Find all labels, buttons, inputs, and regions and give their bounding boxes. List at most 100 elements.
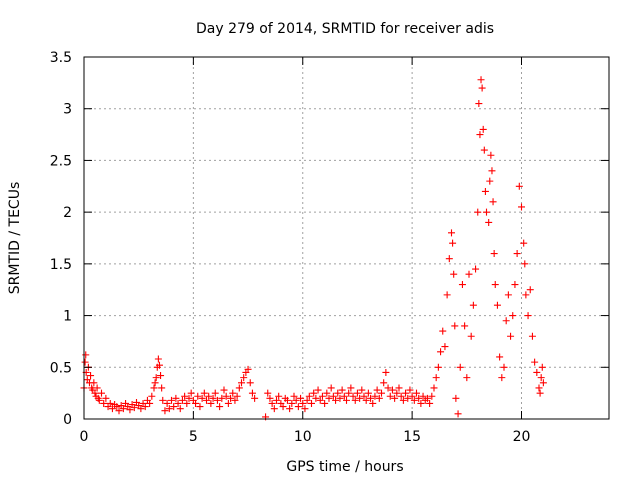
data-point-marker: [126, 406, 134, 414]
data-point-marker: [270, 405, 278, 413]
data-point-marker: [303, 396, 311, 404]
data-point-marker: [419, 392, 427, 400]
data-point-marker: [521, 260, 529, 268]
data-point-marker: [454, 410, 462, 418]
data-point-marker: [388, 386, 396, 394]
data-point-marker: [174, 399, 182, 407]
data-point-marker: [158, 384, 166, 392]
data-point-marker: [336, 394, 344, 402]
data-point-marker: [493, 301, 501, 309]
data-point-marker: [283, 396, 291, 404]
data-point-marker: [294, 403, 302, 411]
data-point-marker: [373, 386, 381, 394]
x-tick-label: 15: [403, 429, 421, 445]
data-point-marker: [98, 389, 105, 397]
data-point-marker: [533, 368, 541, 376]
data-point-marker: [312, 394, 320, 402]
data-point-marker: [358, 386, 366, 394]
y-tick-label: 0.5: [50, 360, 72, 376]
data-point-marker: [452, 394, 460, 402]
data-point-marker: [151, 379, 159, 387]
data-point-marker: [95, 396, 103, 404]
y-tick-label: 2: [63, 205, 72, 221]
data-point-marker: [384, 384, 392, 392]
data-point-marker: [137, 405, 145, 413]
data-point-marker: [198, 394, 206, 402]
data-point-marker: [378, 389, 385, 397]
data-point-marker: [216, 403, 224, 411]
data-point-marker: [251, 394, 259, 402]
data-point-marker: [218, 394, 226, 402]
axis-ticks: 0 5 10 15 20 0 0.5 1 1.5 2 2.5 3 3.5: [50, 50, 609, 445]
data-point-marker: [183, 399, 191, 407]
data-point-marker: [399, 396, 407, 404]
data-point-marker: [513, 250, 521, 258]
x-tick-label: 10: [294, 429, 312, 445]
data-point-marker: [507, 332, 515, 340]
plot-frame: [83, 56, 610, 420]
data-point-marker: [130, 404, 138, 412]
data-point-marker: [205, 392, 213, 400]
data-point-marker: [417, 399, 425, 407]
data-point-marker: [266, 394, 274, 402]
data-point-marker: [82, 351, 90, 359]
y-tick-label: 2.5: [50, 153, 72, 169]
data-point-marker: [463, 374, 471, 382]
y-tick-label: 3: [63, 102, 72, 118]
data-point-marker: [423, 394, 431, 402]
data-point-marker: [340, 392, 348, 400]
data-point-marker: [526, 286, 534, 294]
data-point-marker: [443, 291, 451, 299]
data-point-marker: [244, 365, 252, 373]
data-point-marker: [93, 384, 101, 392]
data-point-marker: [520, 239, 528, 247]
data-point-marker: [323, 389, 331, 397]
data-point-marker: [301, 405, 309, 413]
data-point-marker: [178, 396, 186, 404]
data-point-marker: [426, 399, 434, 407]
data-point-marker: [100, 399, 108, 407]
data-point-marker: [211, 389, 219, 397]
data-point-marker: [349, 392, 357, 400]
data-point-marker: [148, 392, 156, 400]
x-axis-label: GPS time / hours: [286, 459, 403, 475]
data-point-marker: [498, 374, 506, 382]
data-point-marker: [528, 332, 536, 340]
data-point-marker: [345, 389, 353, 397]
data-point-marker: [220, 386, 228, 394]
data-point-marker: [207, 399, 215, 407]
data-point-marker: [380, 379, 388, 387]
data-point-marker: [477, 76, 485, 84]
data-point-marker: [524, 312, 532, 320]
data-point-marker: [487, 151, 495, 159]
data-point-marker: [332, 396, 340, 404]
data-point-marker: [209, 394, 217, 402]
data-point-marker: [318, 392, 326, 400]
data-point-marker: [106, 399, 114, 407]
data-point-marker: [279, 403, 287, 411]
data-point-marker: [87, 372, 95, 380]
data-point-marker: [481, 187, 489, 195]
data-point-marker: [141, 403, 149, 411]
data-point-marker: [187, 389, 195, 397]
data-point-marker: [275, 392, 283, 400]
data-point-marker: [231, 396, 239, 404]
data-point-marker: [288, 399, 296, 407]
data-point-marker: [479, 125, 487, 133]
data-point-marker: [467, 332, 475, 340]
data-point-marker: [448, 229, 455, 237]
data-point-marker: [511, 281, 519, 289]
y-tick-label: 1: [63, 309, 72, 325]
data-point-marker: [395, 384, 403, 392]
data-point-marker: [369, 399, 377, 407]
data-point-marker: [535, 384, 543, 392]
data-point-marker: [404, 394, 412, 402]
data-point-marker: [351, 396, 359, 404]
data-point-marker: [334, 389, 342, 397]
data-point-marker: [165, 405, 173, 413]
data-point-marker: [119, 405, 127, 413]
data-point-marker: [456, 363, 464, 371]
data-point-marker: [316, 396, 324, 404]
data-point-marker: [113, 403, 121, 411]
data-point-marker: [461, 322, 469, 330]
